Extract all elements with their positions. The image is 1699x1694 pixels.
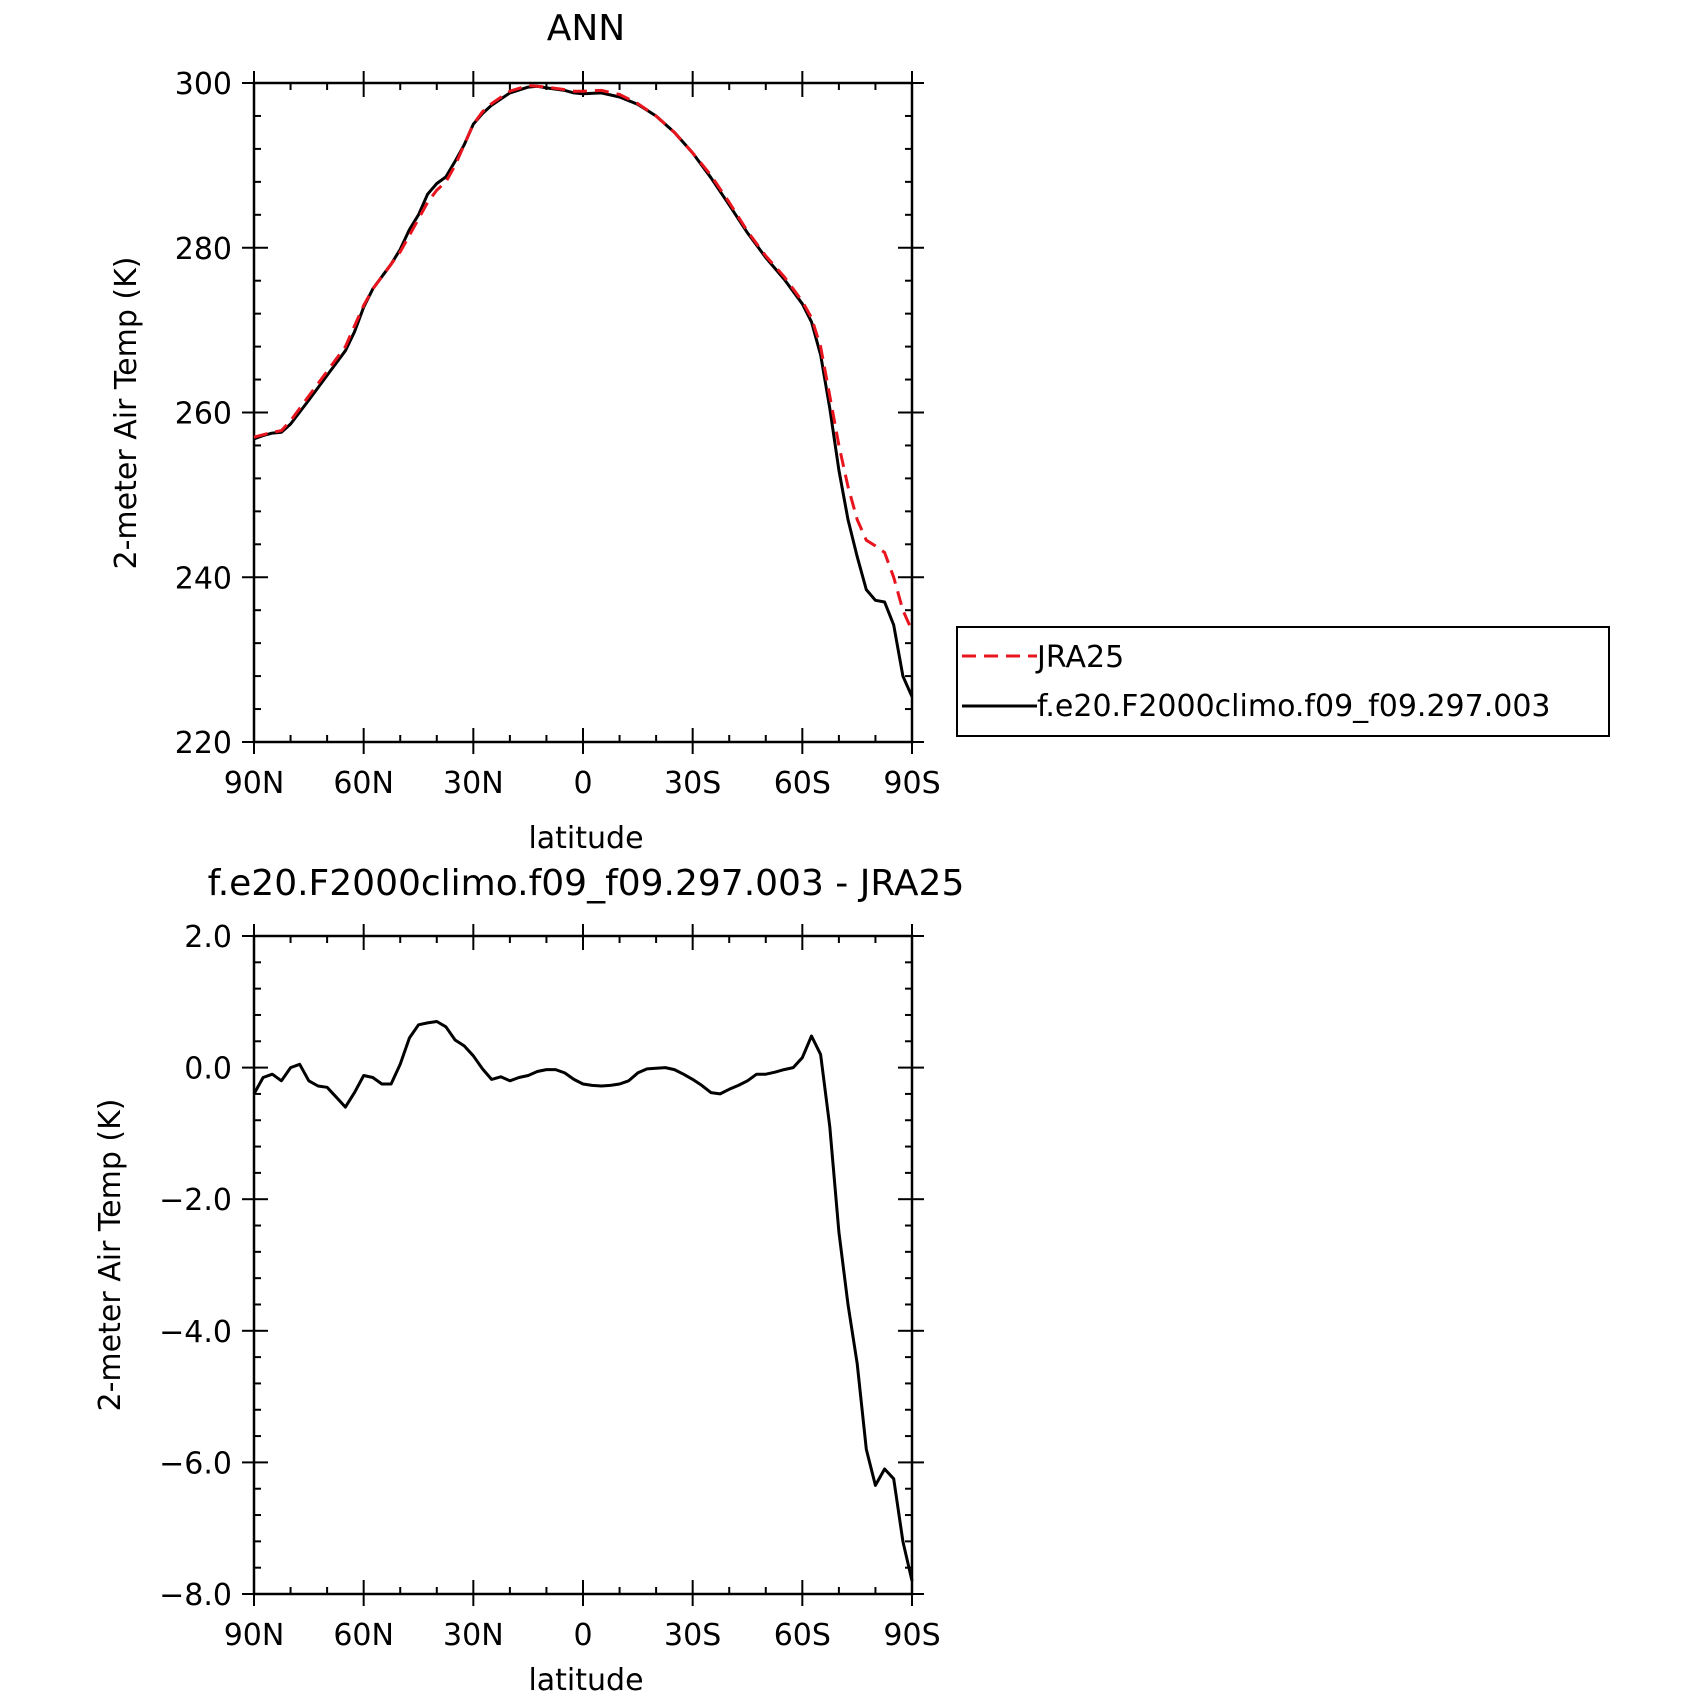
- bottom-y-tick-label: −4.0: [159, 1315, 232, 1350]
- bottom-x-tick-label: 90N: [224, 1618, 285, 1653]
- bottom-y-tick-label: −8.0: [159, 1578, 232, 1613]
- top-x-tick-label: 30S: [664, 766, 721, 801]
- bottom-panel-title: f.e20.F2000climo.f09_f09.297.003 - JRA25: [208, 863, 965, 904]
- top-y-axis-label: 2-meter Air Temp (K): [109, 257, 144, 570]
- top-plot-area: 90N 60N 30N 0 30S 60S 90S 220 240 260 280 300: [175, 67, 941, 801]
- bottom-y-tick-label: 0.0: [184, 1052, 232, 1087]
- top-x-axis-label: latitude: [528, 821, 643, 856]
- top-y-tick-label: 220: [175, 726, 232, 761]
- top-x-tick-label: 60S: [774, 766, 831, 801]
- legend-box: [956, 626, 1610, 737]
- bottom-x-axis-label: latitude: [528, 1663, 643, 1694]
- bottom-y-axis-label: 2-meter Air Temp (K): [93, 1099, 128, 1412]
- top-y-tick-label: 300: [175, 67, 232, 102]
- bottom-x-tick-label: 60S: [774, 1618, 831, 1653]
- bottom-y-tick-label: 2.0: [184, 920, 232, 955]
- top-series-line-1: [253, 84, 914, 698]
- bottom-x-tick-label: 60N: [333, 1618, 394, 1653]
- bottom-plot-area: 90N 60N 30N 0 30S 60S 90S 2.0 0.0 −2.0 −4.0 −6.0 −8.…: [159, 920, 940, 1653]
- bottom-plot-frame: [252, 934, 914, 1596]
- top-y-tick-label: 280: [175, 232, 232, 267]
- top-y-tick-label: 240: [175, 561, 232, 596]
- top-x-tick-label: 30N: [443, 766, 504, 801]
- top-panel-title: ANN: [547, 8, 626, 49]
- legend-label-jra25: JRA25: [1035, 640, 1124, 675]
- bottom-y-tick-label: −6.0: [159, 1446, 232, 1481]
- top-x-tick-label: 60N: [333, 766, 394, 801]
- bottom-x-tick-label: 30S: [664, 1618, 721, 1653]
- top-x-tick-label: 0: [573, 766, 592, 801]
- top-y-tick-label: 260: [175, 397, 232, 432]
- top-x-tick-label: 90N: [224, 766, 285, 801]
- bottom-series-line-0: [252, 1020, 914, 1582]
- bottom-x-tick-label: 0: [573, 1618, 592, 1653]
- bottom-y-tick-label: −2.0: [159, 1183, 232, 1218]
- top-series-line-0: [253, 84, 914, 632]
- top-panel: ANN 90N 60N 30N 0 30S 60S 90S 220 240 260 280 300 l…: [109, 8, 941, 856]
- bottom-x-tick-label: 90S: [883, 1618, 940, 1653]
- top-plot-frame: [252, 81, 914, 744]
- legend-label-model: f.e20.F2000climo.f09_f09.297.003: [1037, 689, 1551, 724]
- legend: JRA25 f.e20.F2000climo.f09_f09.297.003: [956, 626, 1610, 737]
- bottom-panel: f.e20.F2000climo.f09_f09.297.003 - JRA25…: [93, 863, 964, 1694]
- bottom-x-tick-label: 30N: [443, 1618, 504, 1653]
- top-x-tick-label: 90S: [883, 766, 940, 801]
